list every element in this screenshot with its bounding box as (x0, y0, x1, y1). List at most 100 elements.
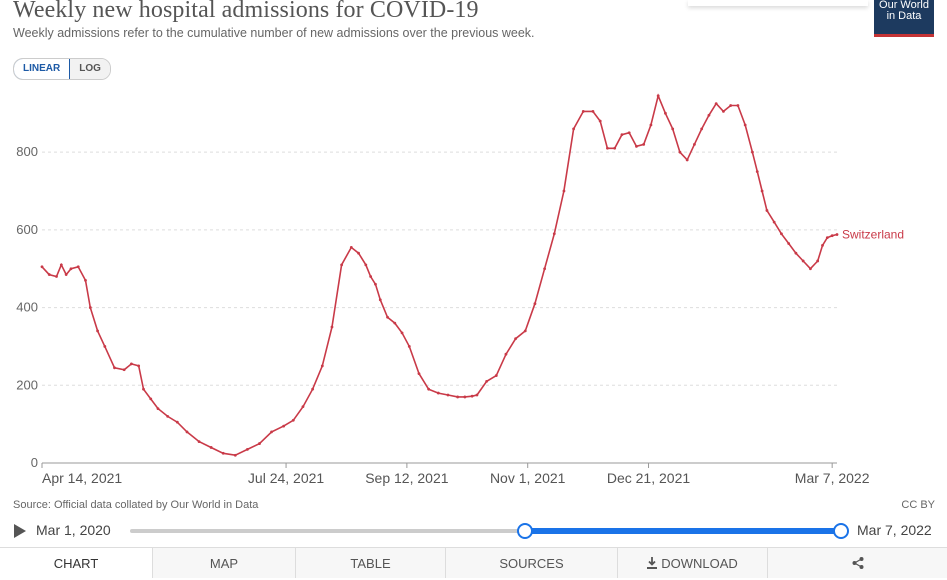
tab-map[interactable]: MAP (153, 548, 296, 578)
series-layer: Switzerland (40, 93, 904, 457)
tab-download-label: DOWNLOAD (661, 556, 738, 571)
data-point (340, 263, 344, 267)
data-point (671, 127, 675, 131)
data-point (523, 329, 527, 333)
license-link[interactable]: CC BY (901, 499, 935, 511)
data-point (88, 306, 92, 309)
data-point (722, 109, 725, 113)
chart-title: Weekly new hospital admissions for COVID… (13, 0, 479, 23)
data-point (311, 387, 315, 391)
data-point (743, 123, 747, 127)
data-point (456, 395, 460, 399)
data-point (656, 94, 660, 98)
data-point (357, 251, 360, 255)
data-point (330, 325, 334, 329)
data-point (59, 263, 63, 267)
timeline-track[interactable] (130, 529, 840, 533)
data-point (613, 146, 617, 150)
data-point (830, 234, 834, 238)
data-point (122, 368, 126, 372)
data-point (835, 233, 839, 236)
data-point (185, 430, 189, 434)
tab-sources[interactable]: SOURCES (446, 548, 618, 578)
data-point (393, 321, 397, 325)
data-point (40, 265, 44, 269)
data-point (475, 393, 479, 397)
owid-logo[interactable]: Our World in Data (874, 0, 934, 37)
data-point (209, 446, 213, 449)
play-icon[interactable] (14, 524, 26, 538)
data-point (685, 158, 689, 162)
tab-table[interactable]: TABLE (296, 548, 446, 578)
linear-scale-button[interactable]: LINEAR (13, 59, 71, 79)
download-icon (647, 557, 658, 569)
data-point (620, 133, 624, 137)
data-point (291, 418, 295, 422)
line-chart: 0 200 400 600 800 Apr 14, 2021 Jul 24, 2021 Se… (16, 93, 904, 486)
data-point (446, 393, 450, 397)
timeline-start-label: Mar 1, 2020 (36, 522, 111, 538)
data-point (552, 232, 556, 236)
data-point (349, 245, 353, 249)
tab-download[interactable]: DOWNLOAD (618, 548, 768, 578)
data-point (606, 146, 609, 150)
data-point (572, 127, 576, 131)
logo-line-2: in Data (886, 10, 922, 22)
tab-share[interactable] (768, 548, 947, 578)
y-tick-label: 400 (16, 300, 38, 315)
data-point (103, 345, 107, 348)
data-point (374, 282, 377, 286)
data-point (794, 251, 798, 255)
data-point (470, 394, 474, 398)
data-point (543, 267, 547, 271)
data-point (678, 150, 682, 154)
tab-chart[interactable]: CHART (0, 548, 153, 578)
data-point (627, 131, 631, 135)
data-point (514, 337, 518, 341)
share-icon (852, 557, 863, 569)
data-point (96, 329, 99, 333)
data-point (700, 127, 704, 131)
data-point (282, 424, 286, 428)
data-point (751, 150, 754, 154)
chart-subtitle: Weekly admissions refer to the cumulativ… (13, 26, 535, 40)
y-tick-label: 600 (16, 222, 38, 237)
timeline-end-handle[interactable] (833, 523, 849, 539)
data-point (156, 407, 160, 411)
data-point (707, 113, 711, 117)
data-point (816, 259, 820, 263)
series-line[interactable] (41, 93, 838, 457)
data-point (417, 372, 421, 376)
data-point (533, 302, 537, 306)
data-point (693, 142, 696, 146)
tab-bar: CHART MAP TABLE SOURCES DOWNLOAD (0, 547, 947, 578)
data-point (197, 440, 201, 444)
data-point (765, 209, 769, 212)
data-point (113, 366, 116, 370)
data-point (485, 380, 489, 383)
data-point (233, 453, 237, 457)
data-point (175, 420, 179, 424)
data-point (137, 364, 141, 368)
source-note: Source: Official data collated by Our Wo… (13, 499, 259, 511)
timeline-end-label: Mar 7, 2022 (857, 522, 932, 538)
x-tick-label: Jul 24, 2021 (248, 470, 324, 486)
data-point (562, 189, 566, 193)
data-point (649, 123, 653, 127)
data-point (407, 345, 411, 348)
data-point (221, 451, 225, 455)
data-point (400, 331, 404, 335)
timeline-selection[interactable] (525, 528, 841, 534)
timeline-start-handle[interactable] (517, 523, 533, 539)
series-label[interactable]: Switzerland (842, 228, 904, 242)
data-point (494, 374, 498, 377)
data-point (821, 244, 824, 247)
log-scale-button[interactable]: LOG (70, 59, 110, 79)
data-point (581, 109, 585, 113)
data-point (245, 448, 249, 451)
data-point (84, 278, 87, 282)
data-point (378, 298, 382, 302)
data-point (364, 263, 368, 267)
data-point (591, 109, 595, 113)
x-tick-label: Dec 21, 2021 (607, 470, 690, 486)
